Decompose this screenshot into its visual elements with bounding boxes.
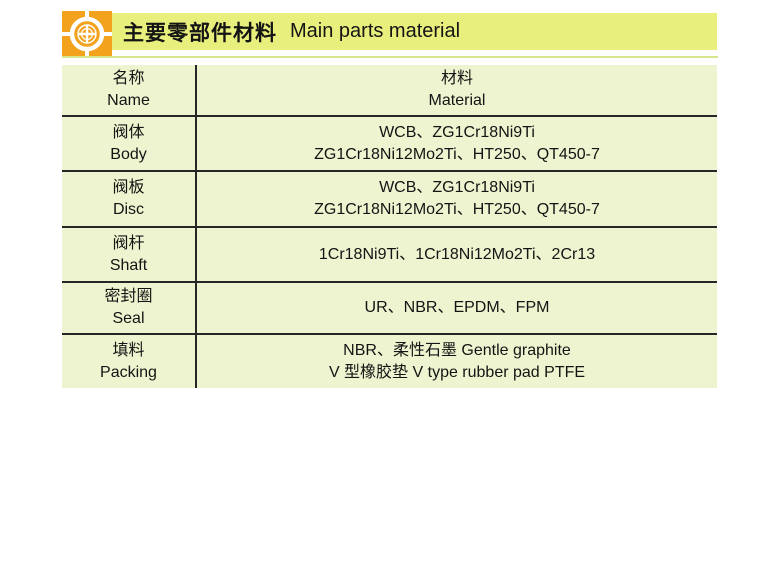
material-cell: WCB、ZG1Cr18Ni9Ti ZG1Cr18Ni12Mo2Ti、HT250、…	[196, 116, 717, 172]
page-title-english: Main parts material	[290, 20, 461, 42]
table-row-packing: 填料 Packing NBR、柔性石墨 Gentle graphite V 型橡…	[62, 334, 717, 388]
part-name-zh: 填料	[112, 341, 145, 359]
table-header-row: 名称 Name 材料 Material	[62, 65, 717, 117]
part-name-en: Packing	[100, 363, 157, 381]
table-row-shaft: 阀杆 Shaft 1Cr18Ni9Ti、1Cr18Ni12Mo2Ti、2Cr13	[62, 227, 717, 283]
material-line: WCB、ZG1Cr18Ni9Ti	[379, 179, 535, 196]
material-line: UR、NBR、EPDM、FPM	[364, 299, 550, 316]
header-material-en: Material	[428, 92, 486, 109]
material-line: ZG1Cr18Ni12Mo2Ti、HT250、QT450-7	[314, 201, 600, 218]
table-row-disc: 阀板 Disc WCB、ZG1Cr18Ni9Ti ZG1Cr18Ni12Mo2T…	[62, 171, 717, 228]
part-name-en: Disc	[112, 201, 145, 218]
material-line: WCB、ZG1Cr18Ni9Ti	[379, 123, 535, 141]
target-crosshair-icon	[62, 11, 112, 57]
part-name-zh: 密封圈	[104, 288, 153, 305]
header-cell-name: 名称 Name	[62, 65, 197, 117]
part-name-zh: 阀杆	[112, 234, 145, 252]
part-name-cell: 密封圈 Seal	[62, 282, 197, 335]
part-name-zh: 阀板	[112, 179, 145, 196]
part-name-cell: 阀体 Body	[62, 116, 197, 172]
page-title-chinese: 主要零部件材料	[123, 21, 277, 45]
table-row-seal: 密封圈 Seal UR、NBR、EPDM、FPM	[62, 282, 717, 335]
table-row-body: 阀体 Body WCB、ZG1Cr18Ni9Ti ZG1Cr18Ni12Mo2T…	[62, 116, 717, 172]
part-name-cell: 阀杆 Shaft	[62, 227, 197, 283]
material-cell: 1Cr18Ni9Ti、1Cr18Ni12Mo2Ti、2Cr13	[196, 227, 717, 283]
part-name-en: Seal	[112, 310, 145, 327]
material-line: ZG1Cr18Ni12Mo2Ti、HT250、QT450-7	[314, 145, 600, 163]
material-line: V 型橡胶垫 V type rubber pad PTFE	[328, 363, 586, 381]
header-name-en: Name	[107, 92, 150, 109]
part-name-en: Shaft	[109, 256, 148, 274]
part-name-en: Body	[110, 145, 147, 163]
material-cell: UR、NBR、EPDM、FPM	[196, 282, 717, 335]
material-cell: WCB、ZG1Cr18Ni9Ti ZG1Cr18Ni12Mo2Ti、HT250、…	[196, 171, 717, 228]
part-name-cell: 填料 Packing	[62, 334, 197, 388]
header-name-zh: 名称	[112, 70, 145, 87]
title-bar: 主要零部件材料 Main parts material	[62, 13, 717, 50]
header-material-zh: 材料	[440, 70, 473, 87]
material-line: 1Cr18Ni9Ti、1Cr18Ni12Mo2Ti、2Cr13	[318, 245, 596, 263]
parts-material-table: 名称 Name 材料 Material 阀体 Body WCB、ZG1Cr18N…	[62, 65, 717, 388]
title-underline	[62, 56, 718, 58]
material-line: NBR、柔性石墨 Gentle graphite	[343, 341, 571, 359]
part-name-cell: 阀板 Disc	[62, 171, 197, 228]
material-cell: NBR、柔性石墨 Gentle graphite V 型橡胶垫 V type r…	[196, 334, 717, 388]
header-cell-material: 材料 Material	[196, 65, 717, 117]
part-name-zh: 阀体	[112, 123, 145, 141]
